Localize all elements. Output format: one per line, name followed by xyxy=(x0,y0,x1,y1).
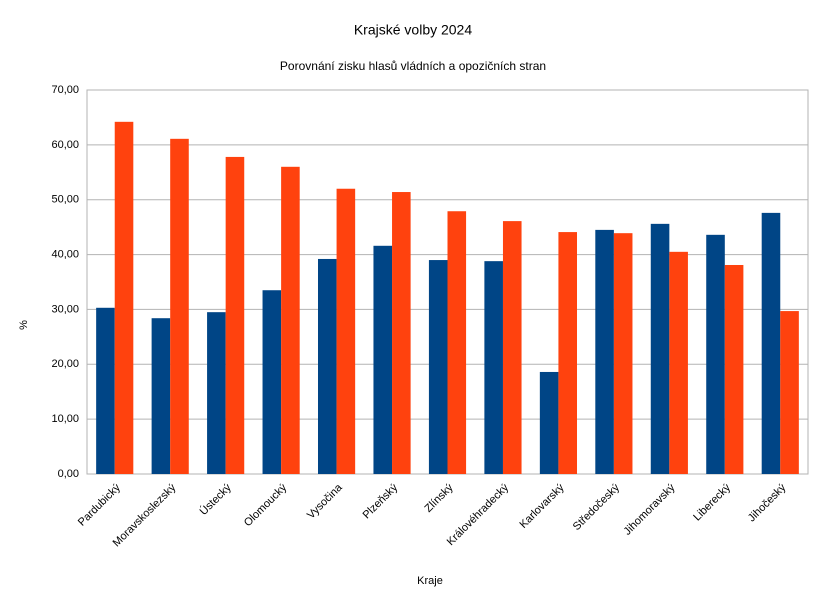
bar xyxy=(336,188,356,474)
bar xyxy=(447,211,467,474)
bar xyxy=(262,290,282,474)
chart-subtitle: Porovnání zisku hlasů vládních a opozičn… xyxy=(280,59,546,73)
bar xyxy=(669,251,688,474)
bar xyxy=(484,261,503,474)
bar xyxy=(281,166,300,475)
y-tick-label: 70,00 xyxy=(51,84,79,96)
bar xyxy=(724,264,744,474)
y-tick-label: 0,00 xyxy=(58,468,79,480)
y-tick-label: 30,00 xyxy=(51,303,79,315)
bar xyxy=(317,258,337,474)
bar xyxy=(225,156,245,474)
bar xyxy=(558,232,578,474)
bar xyxy=(613,233,633,474)
bar xyxy=(706,234,725,474)
bar xyxy=(373,245,393,474)
bar xyxy=(151,318,171,474)
bar xyxy=(502,221,522,474)
y-tick-label: 60,00 xyxy=(51,139,79,151)
bar xyxy=(428,260,448,474)
bar xyxy=(595,229,614,474)
y-tick-label: 10,00 xyxy=(51,413,79,425)
x-axis-title: Kraje xyxy=(417,575,443,587)
bar xyxy=(761,212,781,474)
bar xyxy=(392,192,411,474)
bar xyxy=(170,138,189,474)
bar xyxy=(539,371,559,474)
bar xyxy=(207,312,226,474)
y-tick-label: 40,00 xyxy=(51,248,79,260)
bar xyxy=(96,307,115,474)
chart-title: Krajské volby 2024 xyxy=(354,22,473,38)
bar xyxy=(114,121,134,475)
y-tick-label: 20,00 xyxy=(51,358,79,370)
bar xyxy=(780,311,799,474)
y-axis-title: % xyxy=(18,320,30,330)
y-tick-label: 50,00 xyxy=(51,194,79,206)
bar xyxy=(650,223,670,474)
